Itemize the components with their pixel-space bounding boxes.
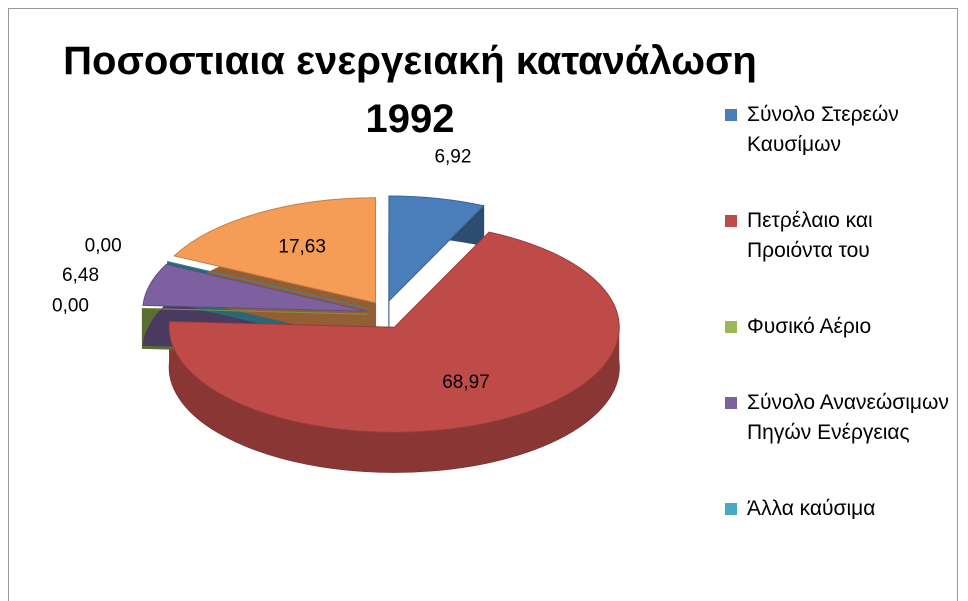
data-label: 68,97	[442, 372, 490, 393]
slice	[168, 231, 620, 433]
legend-label: Σύνολο Ανανεώσιμων Πηγών Ενέργειας	[747, 391, 949, 444]
data-label: 6,92	[434, 147, 471, 168]
slice-wall	[169, 327, 620, 473]
data-label: 6,48	[62, 265, 99, 286]
legend-label: Σύνολο Στερεών Καυσίμων	[747, 103, 899, 156]
legend-item: Φυσικό Αέριο	[725, 312, 955, 342]
legend-label: Φυσικό Αέριο	[747, 315, 872, 338]
data-label: 0,00	[85, 236, 122, 257]
slice	[142, 307, 368, 315]
legend-item: Πετρέλαιο και Προιόντα του	[725, 206, 955, 266]
legend-item: Σύνολο Στερεών Καυσίμων	[725, 100, 955, 160]
legend-swatch	[725, 397, 737, 409]
slice	[167, 261, 370, 310]
legend-label: Άλλα καύσιμα	[747, 497, 876, 520]
legend-swatch	[725, 109, 737, 121]
legend-label: Πετρέλαιο και Προιόντα του	[747, 209, 873, 262]
legend-swatch	[725, 503, 737, 515]
slice	[142, 263, 368, 312]
slice	[173, 197, 377, 304]
legend-swatch	[725, 215, 737, 227]
slice	[388, 195, 485, 303]
chart-frame	[8, 8, 958, 601]
legend-item: Άλλα καύσιμα	[725, 494, 955, 524]
legend-swatch	[725, 321, 737, 333]
chart-title: Ποσοστιαια ενεργειακή κατανάλωση 1992	[63, 39, 757, 141]
data-label: 0,00	[52, 295, 89, 316]
legend-item: Σύνολο Ανανεώσιμων Πηγών Ενέργειας	[725, 388, 955, 448]
data-label: 17,63	[278, 236, 326, 257]
